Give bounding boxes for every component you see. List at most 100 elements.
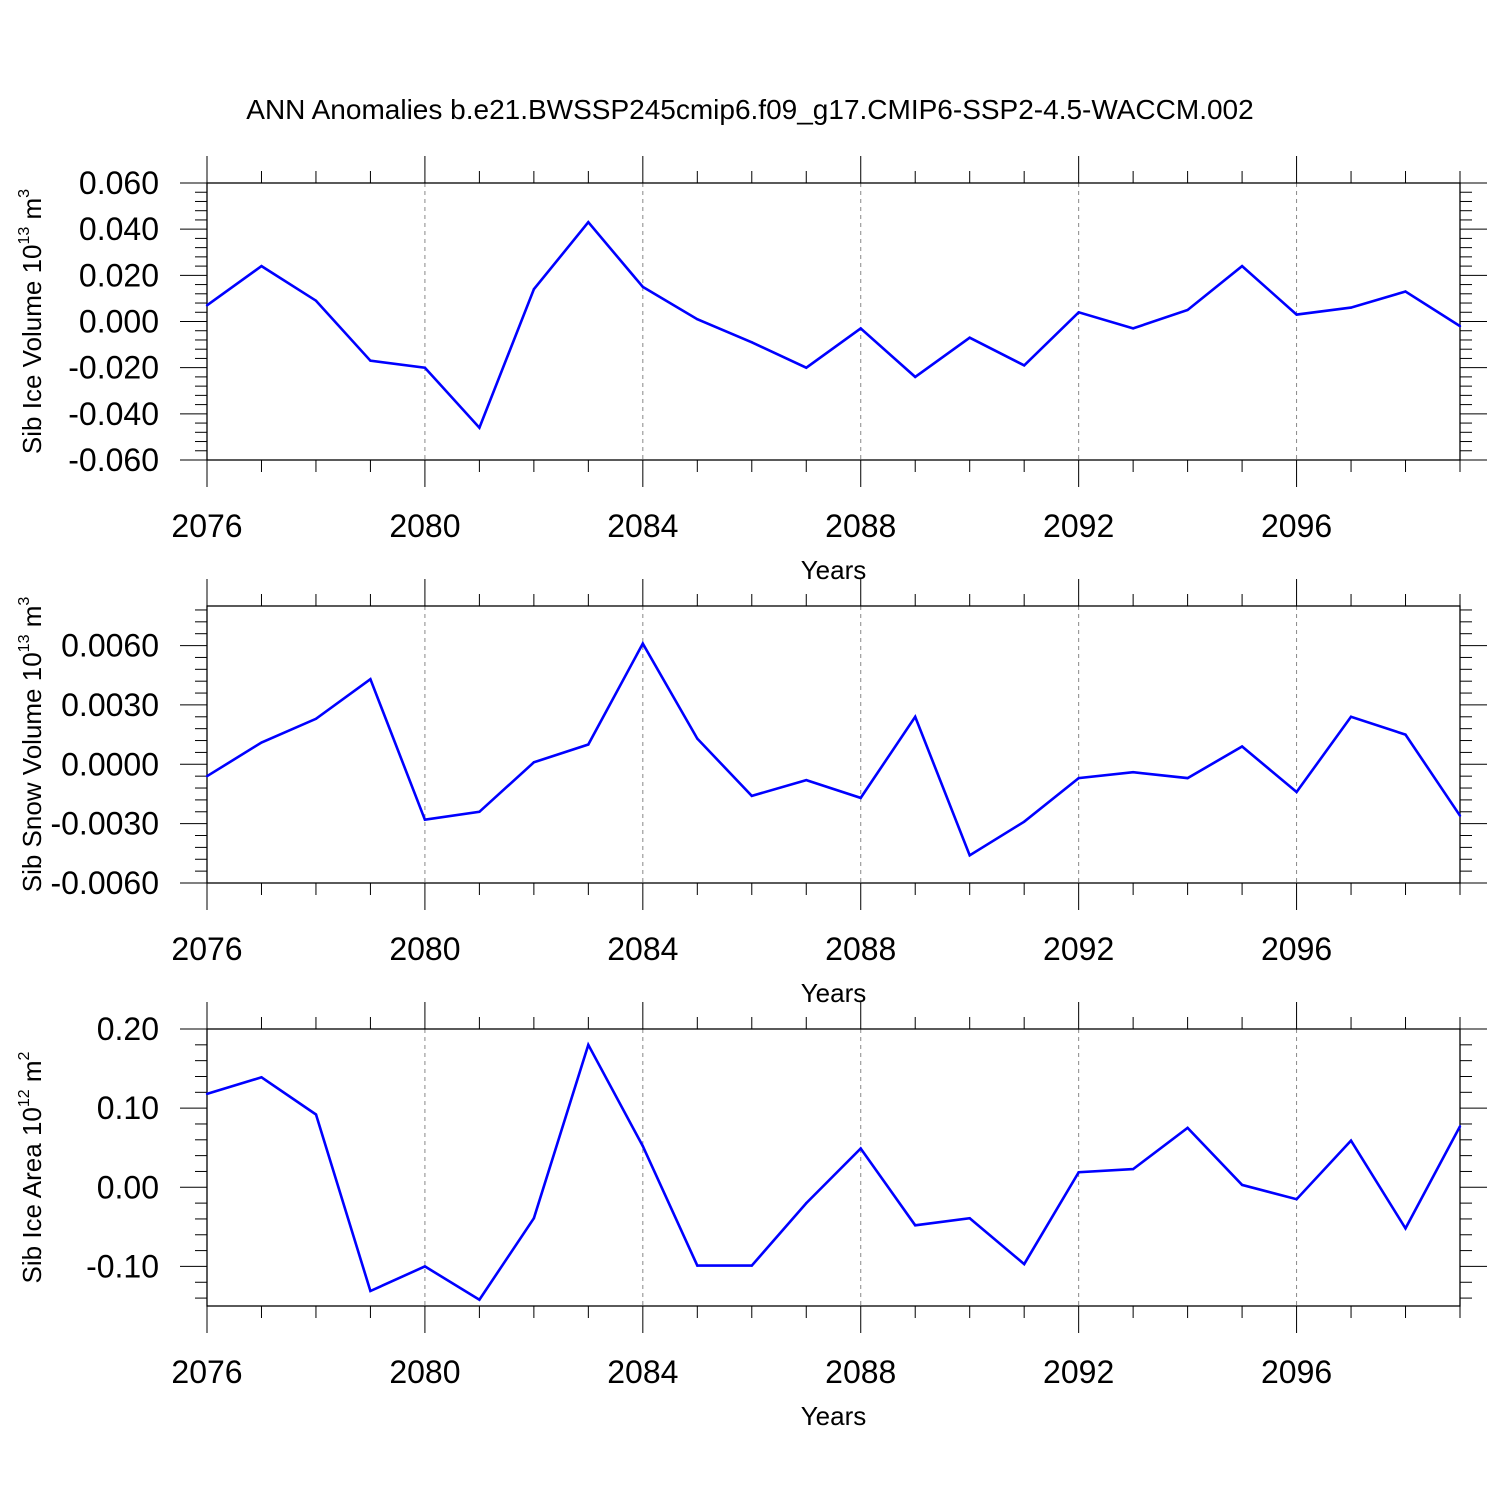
chart-title: ANN Anomalies b.e21.BWSSP245cmip6.f09_g1… (246, 94, 1253, 125)
x-tick-label: 2088 (825, 931, 896, 967)
y-tick-label: -0.060 (68, 442, 159, 478)
data-point (914, 1224, 917, 1227)
data-point (968, 1216, 971, 1220)
data-point (587, 221, 590, 224)
y-tick-label: -0.020 (68, 350, 159, 386)
x-axis-title: Years (801, 555, 867, 585)
y-tick-label: 0.00 (97, 1169, 159, 1205)
data-point (1240, 264, 1244, 268)
data-point (314, 299, 318, 302)
x-axis-title: Years (801, 1401, 867, 1431)
data-point (1458, 324, 1462, 328)
data-point (260, 741, 263, 744)
data-point (260, 1076, 263, 1079)
data-point (1349, 715, 1353, 718)
x-tick-label: 2076 (171, 931, 242, 967)
data-point (1458, 1125, 1462, 1128)
x-tick-label: 2088 (825, 1354, 896, 1390)
x-tick-label: 2084 (607, 508, 678, 544)
x-tick-label: 2080 (389, 508, 460, 544)
data-point (805, 366, 808, 369)
data-point (423, 818, 427, 821)
data-point (369, 678, 372, 681)
data-point (1295, 313, 1298, 316)
data-point (750, 1264, 753, 1267)
data-point (1240, 745, 1244, 748)
series-line (206, 1041, 1462, 1302)
y-axis-title: Sib Ice Volume 1013 m3 (16, 189, 47, 454)
series-line (206, 640, 1462, 858)
data-point (696, 1264, 699, 1267)
data-point (314, 717, 318, 720)
data-point (805, 778, 808, 782)
data-point (968, 336, 971, 339)
y-tick-label: 0.040 (79, 211, 159, 247)
y-tick-label: -0.0030 (50, 806, 159, 842)
x-tick-label: 2096 (1261, 1354, 1332, 1390)
data-point (587, 1043, 590, 1047)
series-line (206, 220, 1461, 431)
x-tick-label: 2076 (171, 1354, 242, 1390)
y-tick-label: 0.0000 (61, 746, 159, 782)
data-point (696, 317, 699, 321)
chart-panel-3: -0.10 0.00 0.10 0.20 2076 2080 2084 2088 2092 209… (16, 1002, 1487, 1431)
data-point (423, 366, 427, 369)
data-point (314, 1113, 318, 1116)
data-point (1022, 820, 1026, 823)
x-tick-label: 2088 (825, 508, 896, 544)
data-point (205, 304, 209, 307)
x-tick-label: 2096 (1261, 508, 1332, 544)
x-tick-label: 2084 (607, 1354, 678, 1390)
x-tick-label: 2092 (1043, 508, 1114, 544)
data-point (478, 810, 481, 813)
data-point (1022, 1262, 1026, 1266)
data-point (260, 264, 263, 268)
data-point (1404, 1227, 1407, 1230)
x-tick-label: 2092 (1043, 931, 1114, 967)
data-point (859, 796, 862, 800)
data-point (532, 1216, 536, 1220)
data-point (587, 743, 590, 746)
y-tick-label: -0.10 (86, 1248, 159, 1284)
data-point (1131, 327, 1135, 330)
plot-frame (206, 182, 1461, 461)
x-tick-label: 2080 (389, 1354, 460, 1390)
data-point (532, 287, 536, 291)
data-point (750, 341, 753, 344)
data-point (641, 642, 645, 645)
y-tick-label: 0.0030 (61, 687, 159, 723)
x-tick-label: 2096 (1261, 931, 1332, 967)
data-point (914, 375, 917, 379)
data-point (1186, 1126, 1189, 1130)
data-point (805, 1201, 808, 1205)
data-point (1240, 1183, 1244, 1187)
data-point (1077, 311, 1080, 314)
y-tick-label: 0.020 (79, 257, 159, 293)
data-point (914, 715, 917, 718)
x-tick-label: 2080 (389, 931, 460, 967)
y-tick-label: 0.0060 (61, 628, 159, 664)
data-point (696, 737, 699, 740)
data-point (369, 1289, 372, 1293)
chart-panel-1: -0.060 -0.040 -0.020 0.000 0.020 0.040 0.060 20… (16, 156, 1487, 585)
data-point (1295, 1197, 1298, 1201)
data-point (1077, 776, 1080, 780)
data-point (1404, 733, 1407, 736)
y-tick-label: 0.000 (79, 304, 159, 340)
chart-panel-2: -0.0060 -0.0030 0.0000 0.0030 0.0060 2076 2080… (16, 579, 1487, 1008)
data-point (1295, 790, 1298, 794)
data-point (423, 1265, 427, 1268)
data-point (859, 327, 862, 330)
y-tick-label: -0.040 (68, 396, 159, 432)
data-point (968, 854, 971, 857)
x-tick-label: 2084 (607, 931, 678, 967)
data-point (641, 1144, 645, 1148)
x-axis-title: Years (801, 978, 867, 1008)
data-point (1077, 1171, 1080, 1174)
y-tick-label: 0.060 (79, 165, 159, 201)
data-point (1131, 771, 1135, 774)
data-point (1458, 814, 1462, 817)
y-tick-label: -0.0060 (50, 865, 159, 901)
data-point (478, 1298, 481, 1301)
